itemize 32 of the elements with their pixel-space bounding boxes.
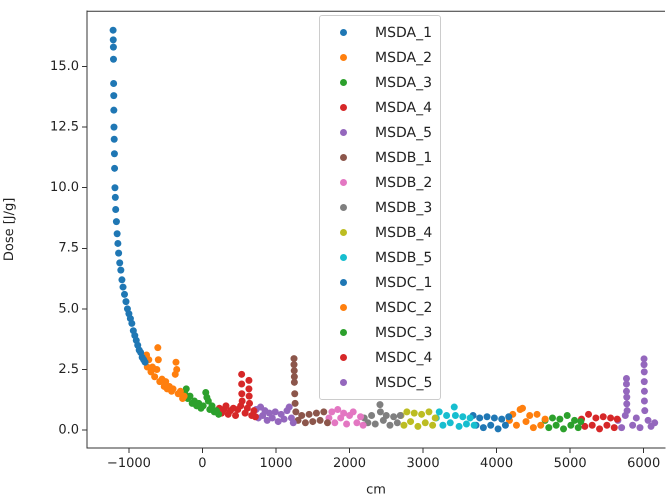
- legend-label: MSDC_2: [375, 300, 432, 316]
- legend-label: MSDB_3: [375, 200, 432, 216]
- legend-label: MSDB_5: [375, 250, 432, 266]
- x-tick-label: 0: [198, 456, 207, 472]
- x-tick-label: 5000: [554, 456, 587, 472]
- y-tick-label: 0.0: [58, 422, 79, 438]
- legend-label: MSDC_1: [375, 274, 432, 290]
- legend-label: MSDC_4: [375, 350, 432, 366]
- x-axis-title: cm: [366, 482, 386, 498]
- x-tick-label: 3000: [406, 456, 440, 472]
- legend-label: MSDA_4: [375, 100, 432, 116]
- x-tick-label: 1000: [259, 456, 293, 472]
- legend-label: MSDB_2: [375, 174, 432, 190]
- y-axis-title: Dose [J/g]: [2, 198, 18, 262]
- legend-label: MSDC_3: [375, 324, 432, 340]
- x-tick-label: 6000: [627, 456, 660, 472]
- x-tick-label: 4000: [480, 456, 514, 472]
- x-tick-label: −1000: [106, 456, 151, 472]
- legend-label: MSDC_5: [375, 374, 432, 390]
- y-tick-label: 10.0: [50, 180, 79, 196]
- y-tick-label: 15.0: [50, 58, 79, 74]
- legend-label: MSDA_1: [375, 24, 432, 40]
- legend-label: MSDA_3: [375, 74, 432, 90]
- legend-label: MSDB_4: [375, 224, 432, 240]
- legend-label: MSDB_1: [375, 150, 432, 166]
- y-tick-label: 2.5: [58, 362, 79, 377]
- x-tick-label: 2000: [332, 456, 366, 472]
- legend-label: MSDA_2: [375, 50, 432, 66]
- y-tick-label: 12.5: [50, 120, 79, 135]
- legend-label: MSDA_5: [375, 124, 432, 140]
- y-tick-label: 5.0: [58, 301, 79, 316]
- y-tick-label: 7.5: [58, 240, 79, 256]
